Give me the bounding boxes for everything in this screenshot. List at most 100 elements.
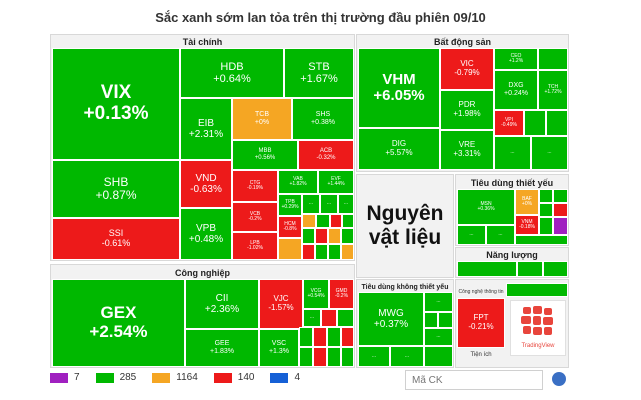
tile-LPB[interactable]: LPB -1.02% — [232, 232, 278, 260]
tile-VCB[interactable]: VCB -0.2% — [232, 202, 278, 232]
tile-TCH[interactable]: TCH +1.72% — [538, 70, 568, 110]
tile-minor-finance-5[interactable] — [278, 238, 302, 260]
tile-VNM[interactable]: VNM -0.18% — [515, 215, 539, 235]
tile-minor-ind-6[interactable] — [341, 327, 354, 347]
tile-more-disc-2[interactable]: ... — [424, 328, 453, 346]
tile-VIX[interactable]: VIX +0.13% — [52, 48, 180, 160]
tile-minor-ind-9[interactable] — [327, 347, 341, 367]
tile-energy-2[interactable] — [517, 261, 543, 277]
tile-GEE[interactable]: GEE +1.83% — [185, 329, 259, 367]
tile-minor-disc-2[interactable] — [438, 312, 453, 328]
tile-more-staples-1[interactable]: ... — [457, 225, 486, 245]
tile-minor-finance-12[interactable] — [328, 244, 341, 260]
tile-more-disc-3[interactable]: ... — [358, 346, 390, 367]
tile-ACB[interactable]: ACB -0.32% — [298, 140, 354, 170]
tile-more-disc-1[interactable]: ... — [424, 292, 453, 312]
tile-more-re-2[interactable]: ... — [531, 136, 568, 170]
tile-VCG[interactable]: VCG +0.54% — [303, 279, 329, 309]
legend-item-red[interactable]: 140 — [213, 372, 254, 383]
tile-TCB[interactable]: TCB +0% — [232, 98, 292, 140]
tile-minor-finance-1[interactable] — [302, 214, 316, 228]
tile-VJC[interactable]: VJC -1.57% — [259, 279, 303, 329]
tile-minor-finance-11[interactable] — [315, 244, 328, 260]
tile-minor-staples-1[interactable] — [539, 189, 553, 203]
tile-VPI[interactable]: VPI -0.49% — [494, 110, 524, 136]
tile-minor-staples-5[interactable] — [539, 217, 553, 235]
tile-minor-staples-2[interactable] — [553, 189, 568, 203]
tile-minor-staples-3[interactable] — [539, 203, 553, 217]
tile-more-re-1[interactable]: ... — [494, 136, 531, 170]
tile-CII[interactable]: CII +2.36% — [185, 279, 259, 329]
tile-minor-ind-4[interactable] — [313, 327, 327, 347]
ticker-search-input[interactable] — [405, 370, 543, 390]
tile-minor-ind-5[interactable] — [327, 327, 341, 347]
tile-minor-ind-10[interactable] — [341, 347, 354, 367]
tile-BAF[interactable]: BAF +0% — [515, 189, 539, 215]
tile-minor-re-1[interactable] — [538, 48, 568, 70]
tile-VAB[interactable]: VAB +1.82% — [278, 170, 318, 194]
tile-more-finance-2[interactable]: ... — [320, 194, 338, 214]
tile-MWG[interactable]: MWG +0.37% — [358, 292, 424, 346]
tile-energy-1[interactable] — [457, 261, 517, 277]
tile-FPT[interactable]: FPT -0.21% — [457, 298, 505, 348]
tile-CTG[interactable]: CTG -0.19% — [232, 170, 278, 202]
tile-VSC[interactable]: VSC +1.3% — [259, 329, 299, 367]
legend-item-green[interactable]: 285 — [95, 372, 136, 383]
legend-item-purple[interactable]: 7 — [50, 372, 80, 383]
tile-EIB[interactable]: EIB +2.31% — [180, 98, 232, 160]
tile-minor-finance-4[interactable] — [342, 214, 354, 228]
tile-more-disc-4[interactable]: ... — [390, 346, 424, 367]
tile-HDB[interactable]: HDB +0.64% — [180, 48, 284, 98]
tile-CEO[interactable]: CEO +1.2% — [494, 48, 538, 70]
tile-minor-finance-8[interactable] — [328, 228, 341, 244]
tile-minor-re-2[interactable] — [524, 110, 546, 136]
tile-minor-finance-13[interactable] — [341, 244, 354, 260]
tile-GMD[interactable]: GMD -0.2% — [329, 279, 354, 309]
tile-SHS[interactable]: SHS +0.38% — [292, 98, 354, 140]
tile-minor-ind-3[interactable] — [299, 327, 313, 347]
tile-PDR[interactable]: PDR +1.98% — [440, 90, 494, 130]
tile-minor-disc-1[interactable] — [424, 312, 438, 328]
tile-minor-staples-7[interactable] — [515, 235, 568, 245]
tile-VND[interactable]: VND -0.63% — [180, 160, 232, 208]
tile-energy-3[interactable] — [543, 261, 568, 277]
tile-minor-ind-1[interactable] — [321, 309, 337, 327]
tile-minor-finance-3[interactable] — [330, 214, 342, 228]
legend-item-yellow[interactable]: 1164 — [152, 372, 198, 383]
tile-minor-staples-4[interactable] — [553, 203, 568, 217]
tile-minor-ind-2[interactable] — [337, 309, 354, 327]
tile-minor-finance-9[interactable] — [341, 228, 354, 244]
tile-more-ind-1[interactable]: ... — [303, 309, 321, 327]
tile-more-finance-3[interactable]: ... — [338, 194, 354, 214]
tile-minor-finance-7[interactable] — [315, 228, 328, 244]
tile-VRE[interactable]: VRE +3.31% — [440, 130, 494, 170]
tile-minor-finance-10[interactable] — [302, 244, 315, 260]
tile-TPB[interactable]: TPB +0.29% — [278, 194, 302, 216]
tile-more-finance-1[interactable]: ... — [302, 194, 320, 214]
sector-materials — [356, 174, 454, 278]
tile-STB[interactable]: STB +1.67% — [284, 48, 354, 98]
tile-VIC[interactable]: VIC -0.79% — [440, 48, 494, 90]
legend-item-blue[interactable]: 4 — [270, 372, 300, 383]
tile-DXG[interactable]: DXG +0.24% — [494, 70, 538, 110]
tile-MBB[interactable]: MBB +0.56% — [232, 140, 298, 170]
tile-SSI[interactable]: SSI -0.61% — [52, 218, 180, 260]
tile-minor-ind-7[interactable] — [299, 347, 313, 367]
tile-MSN[interactable]: MSN +0.36% — [457, 189, 515, 225]
tile-GEX[interactable]: GEX +2.54% — [52, 279, 185, 367]
tile-VHM[interactable]: VHM +6.05% — [358, 48, 440, 128]
tile-minor-disc-3[interactable] — [424, 346, 453, 367]
tile-minor-staples-6[interactable] — [553, 217, 568, 235]
tile-VPB[interactable]: VPB +0.48% — [180, 208, 232, 260]
tile-EVF[interactable]: EVF +1.44% — [318, 170, 354, 194]
tile-minor-re-3[interactable] — [546, 110, 568, 136]
tile-SHB[interactable]: SHB +0.87% — [52, 160, 180, 218]
tile-minor-finance-6[interactable] — [302, 228, 315, 244]
tile-it-small-1[interactable] — [506, 283, 568, 297]
tile-more-staples-2[interactable]: ... — [486, 225, 515, 245]
tile-HCM[interactable]: HCM -0.8% — [278, 216, 302, 238]
tile-minor-ind-8[interactable] — [313, 347, 327, 367]
tile-DIG[interactable]: DIG +5.57% — [358, 128, 440, 170]
tile-minor-finance-2[interactable] — [316, 214, 330, 228]
globe-icon[interactable] — [552, 372, 566, 386]
